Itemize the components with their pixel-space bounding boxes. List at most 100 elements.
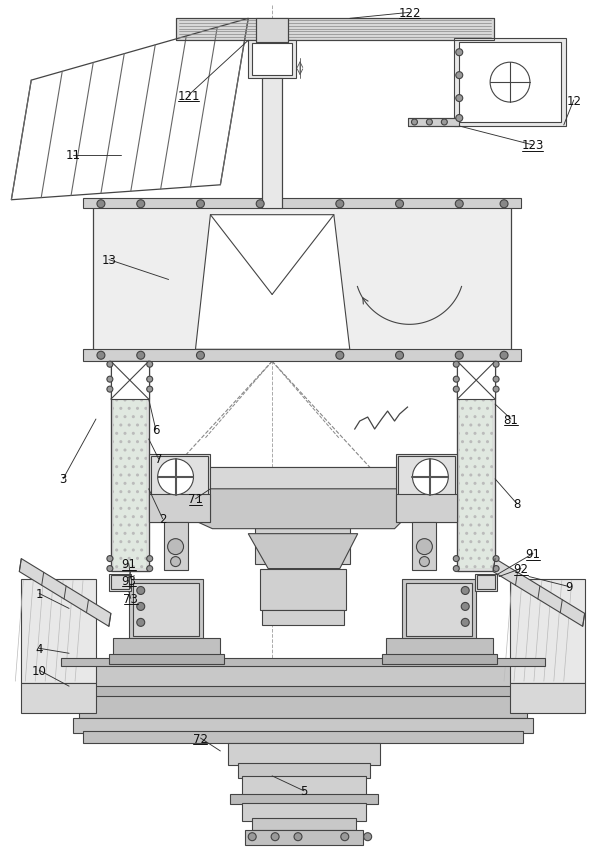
Bar: [406, 583, 472, 636]
Circle shape: [137, 201, 145, 208]
Circle shape: [461, 587, 469, 595]
Circle shape: [456, 72, 463, 79]
Bar: [113, 364, 147, 569]
Circle shape: [167, 539, 184, 555]
Circle shape: [461, 603, 469, 610]
Circle shape: [455, 352, 463, 360]
Circle shape: [170, 557, 181, 567]
Text: 121: 121: [177, 90, 200, 102]
Bar: [151, 456, 208, 520]
Bar: [248, 489, 358, 519]
Bar: [73, 665, 533, 690]
Text: 93: 93: [121, 574, 136, 587]
Text: 72: 72: [193, 732, 208, 745]
Bar: [386, 639, 493, 656]
Bar: [164, 522, 188, 570]
Text: 91: 91: [121, 557, 136, 570]
Circle shape: [456, 96, 463, 102]
Bar: [256, 19, 288, 43]
Bar: [83, 350, 521, 362]
Circle shape: [490, 63, 530, 103]
Circle shape: [412, 120, 418, 126]
Circle shape: [271, 833, 279, 840]
Circle shape: [147, 362, 152, 368]
Bar: [454, 40, 566, 127]
Circle shape: [137, 619, 145, 627]
Bar: [382, 654, 497, 665]
Bar: [21, 684, 96, 713]
Circle shape: [107, 566, 113, 572]
Text: 123: 123: [522, 139, 544, 152]
Circle shape: [137, 587, 145, 595]
Bar: [109, 654, 224, 665]
Text: 2: 2: [159, 512, 166, 525]
Bar: [230, 794, 377, 804]
Bar: [21, 579, 96, 684]
Circle shape: [196, 201, 205, 208]
Circle shape: [97, 201, 105, 208]
Circle shape: [341, 833, 349, 840]
Bar: [401, 579, 476, 641]
Circle shape: [493, 387, 499, 393]
Circle shape: [147, 566, 152, 572]
Circle shape: [137, 603, 145, 610]
Circle shape: [107, 377, 113, 382]
Circle shape: [395, 201, 404, 208]
Circle shape: [196, 352, 205, 360]
Circle shape: [453, 362, 459, 368]
Circle shape: [395, 352, 404, 360]
Bar: [477, 575, 495, 590]
Bar: [111, 362, 149, 571]
Polygon shape: [196, 215, 350, 350]
Bar: [69, 686, 537, 698]
Bar: [459, 364, 493, 569]
Text: 13: 13: [101, 254, 116, 267]
Polygon shape: [493, 559, 584, 627]
Bar: [83, 731, 523, 743]
Bar: [133, 583, 199, 636]
Bar: [242, 802, 365, 821]
Circle shape: [294, 833, 302, 840]
Text: 71: 71: [188, 492, 203, 505]
Circle shape: [500, 201, 508, 208]
Circle shape: [442, 120, 448, 126]
Bar: [111, 362, 149, 400]
Bar: [510, 684, 584, 713]
Text: 73: 73: [124, 592, 138, 605]
Circle shape: [455, 201, 463, 208]
Bar: [510, 579, 584, 684]
Bar: [252, 44, 292, 76]
Circle shape: [107, 362, 113, 368]
Bar: [111, 575, 129, 590]
Circle shape: [461, 619, 469, 627]
Bar: [242, 776, 365, 796]
Circle shape: [456, 115, 463, 122]
Bar: [395, 494, 457, 522]
Circle shape: [493, 556, 499, 562]
Polygon shape: [19, 559, 111, 627]
Text: 4: 4: [35, 642, 43, 655]
Circle shape: [147, 556, 152, 562]
Bar: [457, 362, 495, 571]
Text: 9: 9: [565, 580, 572, 593]
Bar: [255, 519, 350, 564]
Text: 6: 6: [152, 423, 160, 436]
Circle shape: [364, 833, 371, 840]
Bar: [79, 697, 527, 718]
Bar: [459, 43, 561, 123]
Circle shape: [416, 539, 433, 555]
Bar: [395, 455, 457, 522]
Circle shape: [493, 566, 499, 572]
Circle shape: [147, 377, 152, 382]
Text: 81: 81: [503, 413, 518, 426]
Circle shape: [97, 352, 105, 360]
Bar: [129, 579, 203, 641]
Bar: [188, 468, 419, 489]
Polygon shape: [248, 534, 358, 569]
Polygon shape: [188, 468, 419, 489]
Text: 5: 5: [300, 784, 308, 797]
Bar: [176, 19, 494, 41]
Circle shape: [158, 460, 193, 495]
Circle shape: [147, 387, 152, 393]
Circle shape: [453, 387, 459, 393]
